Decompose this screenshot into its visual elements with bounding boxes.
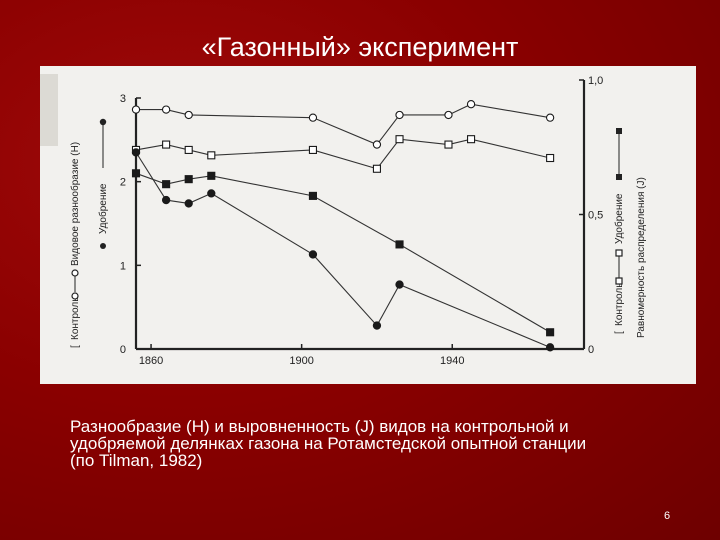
caption-line-3: (по Tilman, 1982) (70, 451, 203, 470)
data-point-open-square (546, 153, 555, 163)
series-line-filled-circle (135, 152, 551, 348)
data-point-filled-square (162, 180, 171, 189)
left-label-control: Контроль (70, 297, 81, 340)
right-tick-label: 0 (588, 344, 594, 356)
left-axis-ticks: 0 1 2 3 (120, 93, 141, 356)
right-label-open-square-icon (615, 249, 623, 257)
data-point-open-square (207, 151, 216, 160)
data-point-open-circle (372, 140, 382, 149)
chart-figure: 0 1 2 3 0 0,5 1,0 1860 1900 1940 [ Контроль Вид… (40, 66, 696, 384)
data-point-open-circle (161, 105, 171, 114)
left-label-fert: Удобрение (97, 183, 109, 234)
right-axis-ticks: 0 0,5 1,0 (579, 75, 603, 356)
right-axis-label: [ Контроль Удобрение (613, 128, 625, 334)
slide-title: «Газонный» эксперимент (201, 32, 519, 62)
right-label-title: Равномерность распределения (J) (636, 177, 647, 338)
right-label-filled-square-icon (616, 174, 622, 180)
right-label-control: Контроль (614, 283, 625, 326)
left-label-title: Видовое разнообразие (H) (69, 142, 81, 266)
data-point-filled-square (308, 191, 317, 200)
left-label-open-circle-icon (71, 269, 79, 277)
x-tick-label: 1860 (139, 355, 163, 367)
data-point-filled-circle (308, 250, 318, 259)
caption-line-2: удобряемой делянках газона на Ротамстедс… (70, 434, 587, 453)
right-tick-label: 1,0 (588, 75, 603, 87)
x-tick-label: 1940 (440, 355, 464, 367)
left-tick-label: 2 (120, 177, 126, 189)
figure-caption: Разнообразие (H) и выровненность (J) вид… (70, 418, 690, 469)
data-point-filled-square (395, 240, 404, 249)
data-point-open-square (372, 164, 381, 173)
page-number: 6 (664, 510, 671, 522)
right-label-open-square-icon (615, 277, 623, 285)
left-tick-label: 3 (120, 93, 126, 105)
data-point-open-square (162, 140, 171, 149)
left-label-filled-circle-icon (99, 118, 107, 126)
right-label-fert: Удобрение (613, 193, 625, 244)
data-point-open-circle (184, 110, 193, 120)
data-point-open-circle (545, 113, 555, 122)
data-point-filled-square (131, 169, 141, 178)
series-layer (131, 100, 555, 352)
left-label-filled-circle-icon (100, 243, 106, 249)
x-axis-ticks: 1860 1900 1940 (139, 344, 464, 367)
line-chart: 0 1 2 3 0 0,5 1,0 1860 1900 1940 [ Контроль Вид… (40, 74, 647, 367)
data-point-open-circle (308, 113, 318, 122)
data-point-filled-square (546, 328, 555, 337)
data-point-open-circle (444, 110, 453, 120)
data-point-open-circle (131, 105, 141, 114)
data-point-open-square (184, 145, 193, 154)
data-point-open-square (308, 145, 317, 154)
data-point-filled-circle (545, 343, 555, 352)
series-line-open-square (135, 138, 551, 170)
svg-text:[: [ (614, 331, 625, 334)
data-point-filled-circle (207, 189, 216, 198)
x-tick-label: 1900 (289, 355, 313, 367)
data-point-filled-square (207, 171, 216, 180)
data-point-filled-circle (372, 321, 382, 330)
data-point-open-square (444, 140, 453, 149)
right-axis-label-2: Равномерность распределения (J) (636, 177, 647, 338)
data-point-filled-circle (395, 280, 404, 289)
left-tick-label: 0 (120, 344, 126, 356)
data-point-filled-square (184, 175, 193, 184)
data-point-open-circle (466, 100, 476, 109)
left-label-open-circle-icon (71, 292, 79, 300)
right-label-filled-square-icon (616, 128, 622, 134)
caption-line-1: Разнообразие (H) и выровненность (J) вид… (70, 417, 569, 436)
scan-shadow (40, 74, 58, 146)
data-point-filled-circle (184, 199, 193, 208)
left-axis-label: [ Контроль Видовое разнообразие (H) (69, 142, 81, 348)
data-point-open-circle (395, 110, 404, 120)
series-line-filled-square (135, 172, 551, 333)
data-point-open-square (395, 135, 404, 144)
data-point-filled-circle (161, 195, 171, 205)
right-tick-label: 0,5 (588, 210, 603, 222)
left-tick-label: 1 (120, 260, 126, 272)
left-axis-label-2: Удобрение (97, 118, 109, 249)
data-point-filled-circle (131, 148, 141, 157)
svg-text:[: [ (70, 345, 81, 348)
data-point-open-square (467, 135, 476, 144)
series-line-open-circle (136, 103, 551, 146)
